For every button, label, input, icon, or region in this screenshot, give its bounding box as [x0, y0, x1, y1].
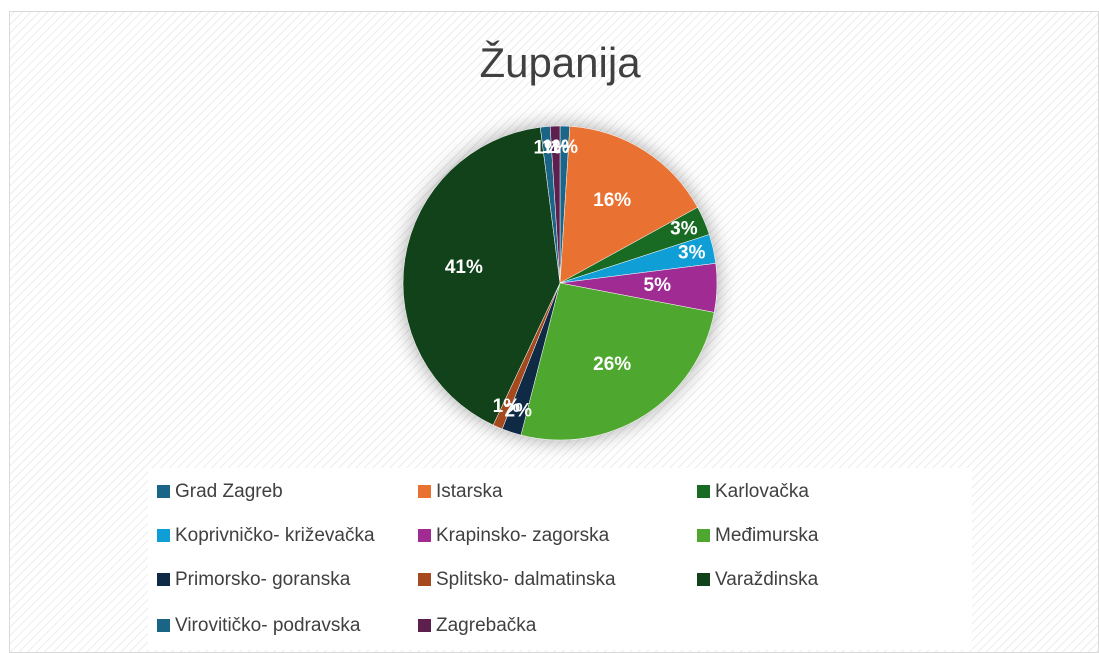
legend-label: Međimurska	[715, 525, 819, 546]
legend-label: Grad Zagreb	[175, 481, 283, 502]
legend-swatch	[157, 485, 170, 498]
legend-label: Krapinsko- zagorska	[436, 525, 610, 546]
legend-swatch	[157, 529, 170, 542]
legend: Grad Zagreb Istarska Karlovačka Koprivničko…	[157, 481, 819, 636]
legend-label: Zagrebačka	[436, 615, 537, 636]
legend-swatch	[157, 573, 170, 586]
slice-label: 3%	[678, 243, 706, 264]
legend-box	[148, 468, 972, 650]
slice	[559, 126, 698, 284]
slice	[402, 126, 561, 426]
chart-title: Županija	[479, 39, 641, 86]
slice-label: 1%	[542, 137, 570, 158]
legend-label: Istarska	[436, 481, 503, 502]
legend-label: Virovitičko- podravska	[175, 615, 361, 636]
legend-swatch	[157, 619, 170, 632]
slice-label: 26%	[593, 354, 631, 375]
slice-label: 3%	[670, 218, 698, 239]
legend-label: Splitsko- dalmatinska	[436, 569, 616, 590]
legend-label: Varaždinska	[715, 569, 819, 590]
legend-swatch	[418, 619, 431, 632]
slice	[520, 282, 715, 441]
legend-swatch	[697, 529, 710, 542]
legend-label: Primorsko- goranska	[175, 569, 351, 590]
slice-label: 2%	[505, 400, 533, 421]
slice-label: 16%	[593, 190, 631, 211]
legend-swatch	[418, 573, 431, 586]
slice-label: 41%	[445, 257, 483, 278]
legend-swatch	[697, 485, 710, 498]
slice-labels: 1%16%3%3%5%26%2%1%41%1%1%	[445, 137, 706, 421]
slice	[549, 125, 561, 284]
legend-swatch	[418, 485, 431, 498]
slice-label: 1%	[551, 137, 579, 158]
slice-label: 1%	[534, 138, 562, 159]
legend-label: Koprivničko- križevačka	[175, 525, 375, 546]
slice-label: 5%	[644, 275, 672, 296]
legend-swatch	[418, 529, 431, 542]
slice-label: 1%	[493, 396, 521, 417]
legend-label: Karlovačka	[715, 481, 809, 502]
legend-swatch	[697, 573, 710, 586]
pie	[402, 125, 718, 441]
